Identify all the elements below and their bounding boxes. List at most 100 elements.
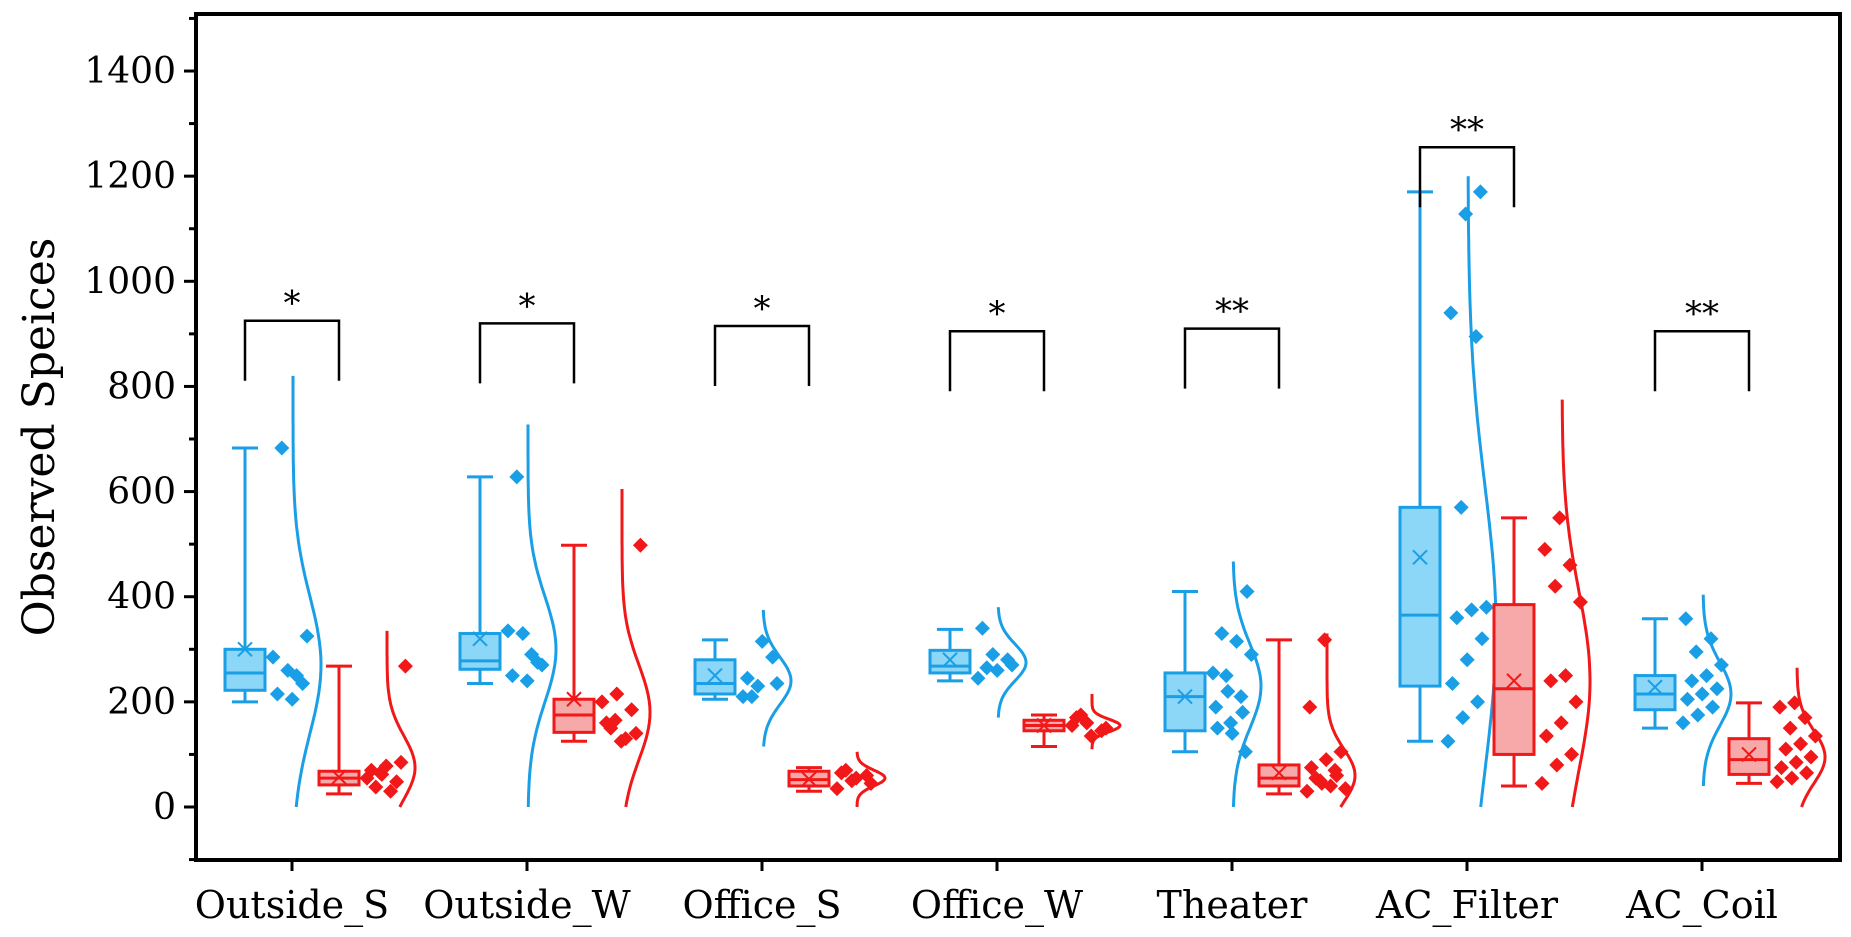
red-data-point (829, 781, 845, 797)
blue-density-curve (1466, 176, 1498, 808)
blue-data-point (1709, 681, 1725, 697)
red-mean-marker (1741, 746, 1757, 763)
blue-data-point (1233, 689, 1249, 705)
red-data-point (1073, 707, 1089, 723)
red-data-point (609, 686, 625, 702)
y-tick-label: 800 (107, 366, 176, 407)
blue-data-point (1235, 704, 1251, 720)
blue-density-curve (1231, 561, 1263, 808)
x-tick-label: Outside_S (195, 883, 389, 928)
blue-data-point (1214, 626, 1230, 642)
blue-data-point (1208, 699, 1224, 715)
x-tick-label: Outside_W (423, 883, 630, 928)
group-Outside_W: * (458, 286, 652, 808)
blue-mean-marker (237, 641, 253, 657)
blue-data-point (1239, 583, 1255, 599)
red-data-point (1799, 765, 1815, 781)
x-tick-label: Office_S (682, 883, 841, 928)
blue-data-point (1218, 668, 1234, 684)
red-mean-marker (1506, 673, 1522, 689)
blue-density-curve (291, 375, 323, 808)
red-density-curve (1090, 694, 1122, 750)
red-data-point (1323, 778, 1339, 794)
blue-mean-marker (1177, 688, 1193, 705)
significance-bracket (243, 319, 341, 381)
blue-data-point (265, 649, 281, 665)
blue-data-point (1223, 715, 1239, 731)
blue-data-point (269, 686, 285, 702)
significance-label: ** (1215, 292, 1249, 332)
blue-data-point (1224, 725, 1240, 741)
significance-label: ** (1450, 110, 1484, 150)
blue-data-point (1470, 694, 1486, 710)
y-tick-label: 400 (107, 577, 176, 618)
blue-box (458, 632, 502, 671)
blue-density-curve (1701, 594, 1733, 787)
blue-data-point (1684, 673, 1700, 689)
red-density-curve (385, 630, 417, 808)
group-Theater: ** (1163, 292, 1357, 808)
blue-data-point (1458, 206, 1474, 222)
red-data-point (368, 779, 384, 795)
group-Office_W: * (928, 294, 1122, 750)
blue-data-point (985, 647, 1001, 663)
significance-label: * (519, 286, 536, 326)
blue-density-curve (761, 609, 793, 747)
blue-data-point (1478, 599, 1494, 615)
blue-data-point (1449, 610, 1465, 626)
group-Office_S: * (693, 289, 887, 808)
red-data-point (1788, 754, 1804, 770)
y-tick-label: 1200 (84, 156, 176, 197)
red-density-curve (1325, 633, 1357, 808)
red-data-point (1769, 774, 1785, 790)
red-data-point (383, 783, 399, 799)
blue-data-point (289, 668, 305, 684)
blue-data-point (519, 673, 535, 689)
blue-data-point (1675, 715, 1691, 731)
red-mean-marker (1271, 765, 1287, 781)
blue-data-point (1678, 611, 1694, 627)
red-data-point (1793, 736, 1809, 752)
blue-box (1163, 671, 1207, 733)
y-tick-label: 0 (153, 787, 176, 828)
blue-density-curve (526, 424, 558, 808)
blue-mean-marker (1647, 679, 1663, 695)
red-data-point (1778, 741, 1794, 757)
red-data-point (1549, 757, 1565, 773)
significance-label: ** (1685, 294, 1719, 334)
red-density-curve (1560, 399, 1592, 808)
x-tick-label: Office_W (911, 883, 1083, 928)
red-data-point (1772, 699, 1788, 715)
red-data-point (624, 702, 640, 718)
blue-data-point (1464, 602, 1480, 618)
blue-data-point (979, 660, 995, 676)
x-tick-label: AC_Coil (1625, 883, 1778, 928)
blue-data-point (1688, 644, 1704, 660)
significance-bracket (1418, 145, 1516, 208)
red-mean-marker (1036, 717, 1052, 734)
group-AC_Filter: ** (1398, 110, 1592, 808)
red-mean-marker (331, 769, 347, 785)
red-data-point (1564, 746, 1580, 762)
blue-data-point (1205, 665, 1221, 681)
red-data-point (1302, 699, 1318, 715)
red-data-point (1552, 510, 1568, 526)
blue-data-point (750, 678, 766, 694)
red-data-point (1803, 749, 1819, 765)
red-box (1257, 763, 1301, 788)
red-data-point (389, 774, 405, 790)
blue-data-point (970, 670, 986, 686)
group-AC_Coil: ** (1633, 294, 1827, 808)
red-data-point (397, 658, 413, 674)
blue-data-point (1444, 675, 1460, 691)
red-data-point (632, 537, 648, 553)
red-data-point (1784, 770, 1800, 786)
y-axis-title: Observed Speices (14, 238, 65, 637)
red-data-point (618, 731, 634, 747)
blue-data-point (284, 691, 300, 707)
blue-data-point (1694, 686, 1710, 702)
y-axis: 0 200 400 600 800 1000 1200 1400 (84, 16, 196, 862)
blue-data-point (515, 626, 531, 642)
significance-label: * (284, 284, 301, 324)
blue-data-point (504, 668, 520, 684)
